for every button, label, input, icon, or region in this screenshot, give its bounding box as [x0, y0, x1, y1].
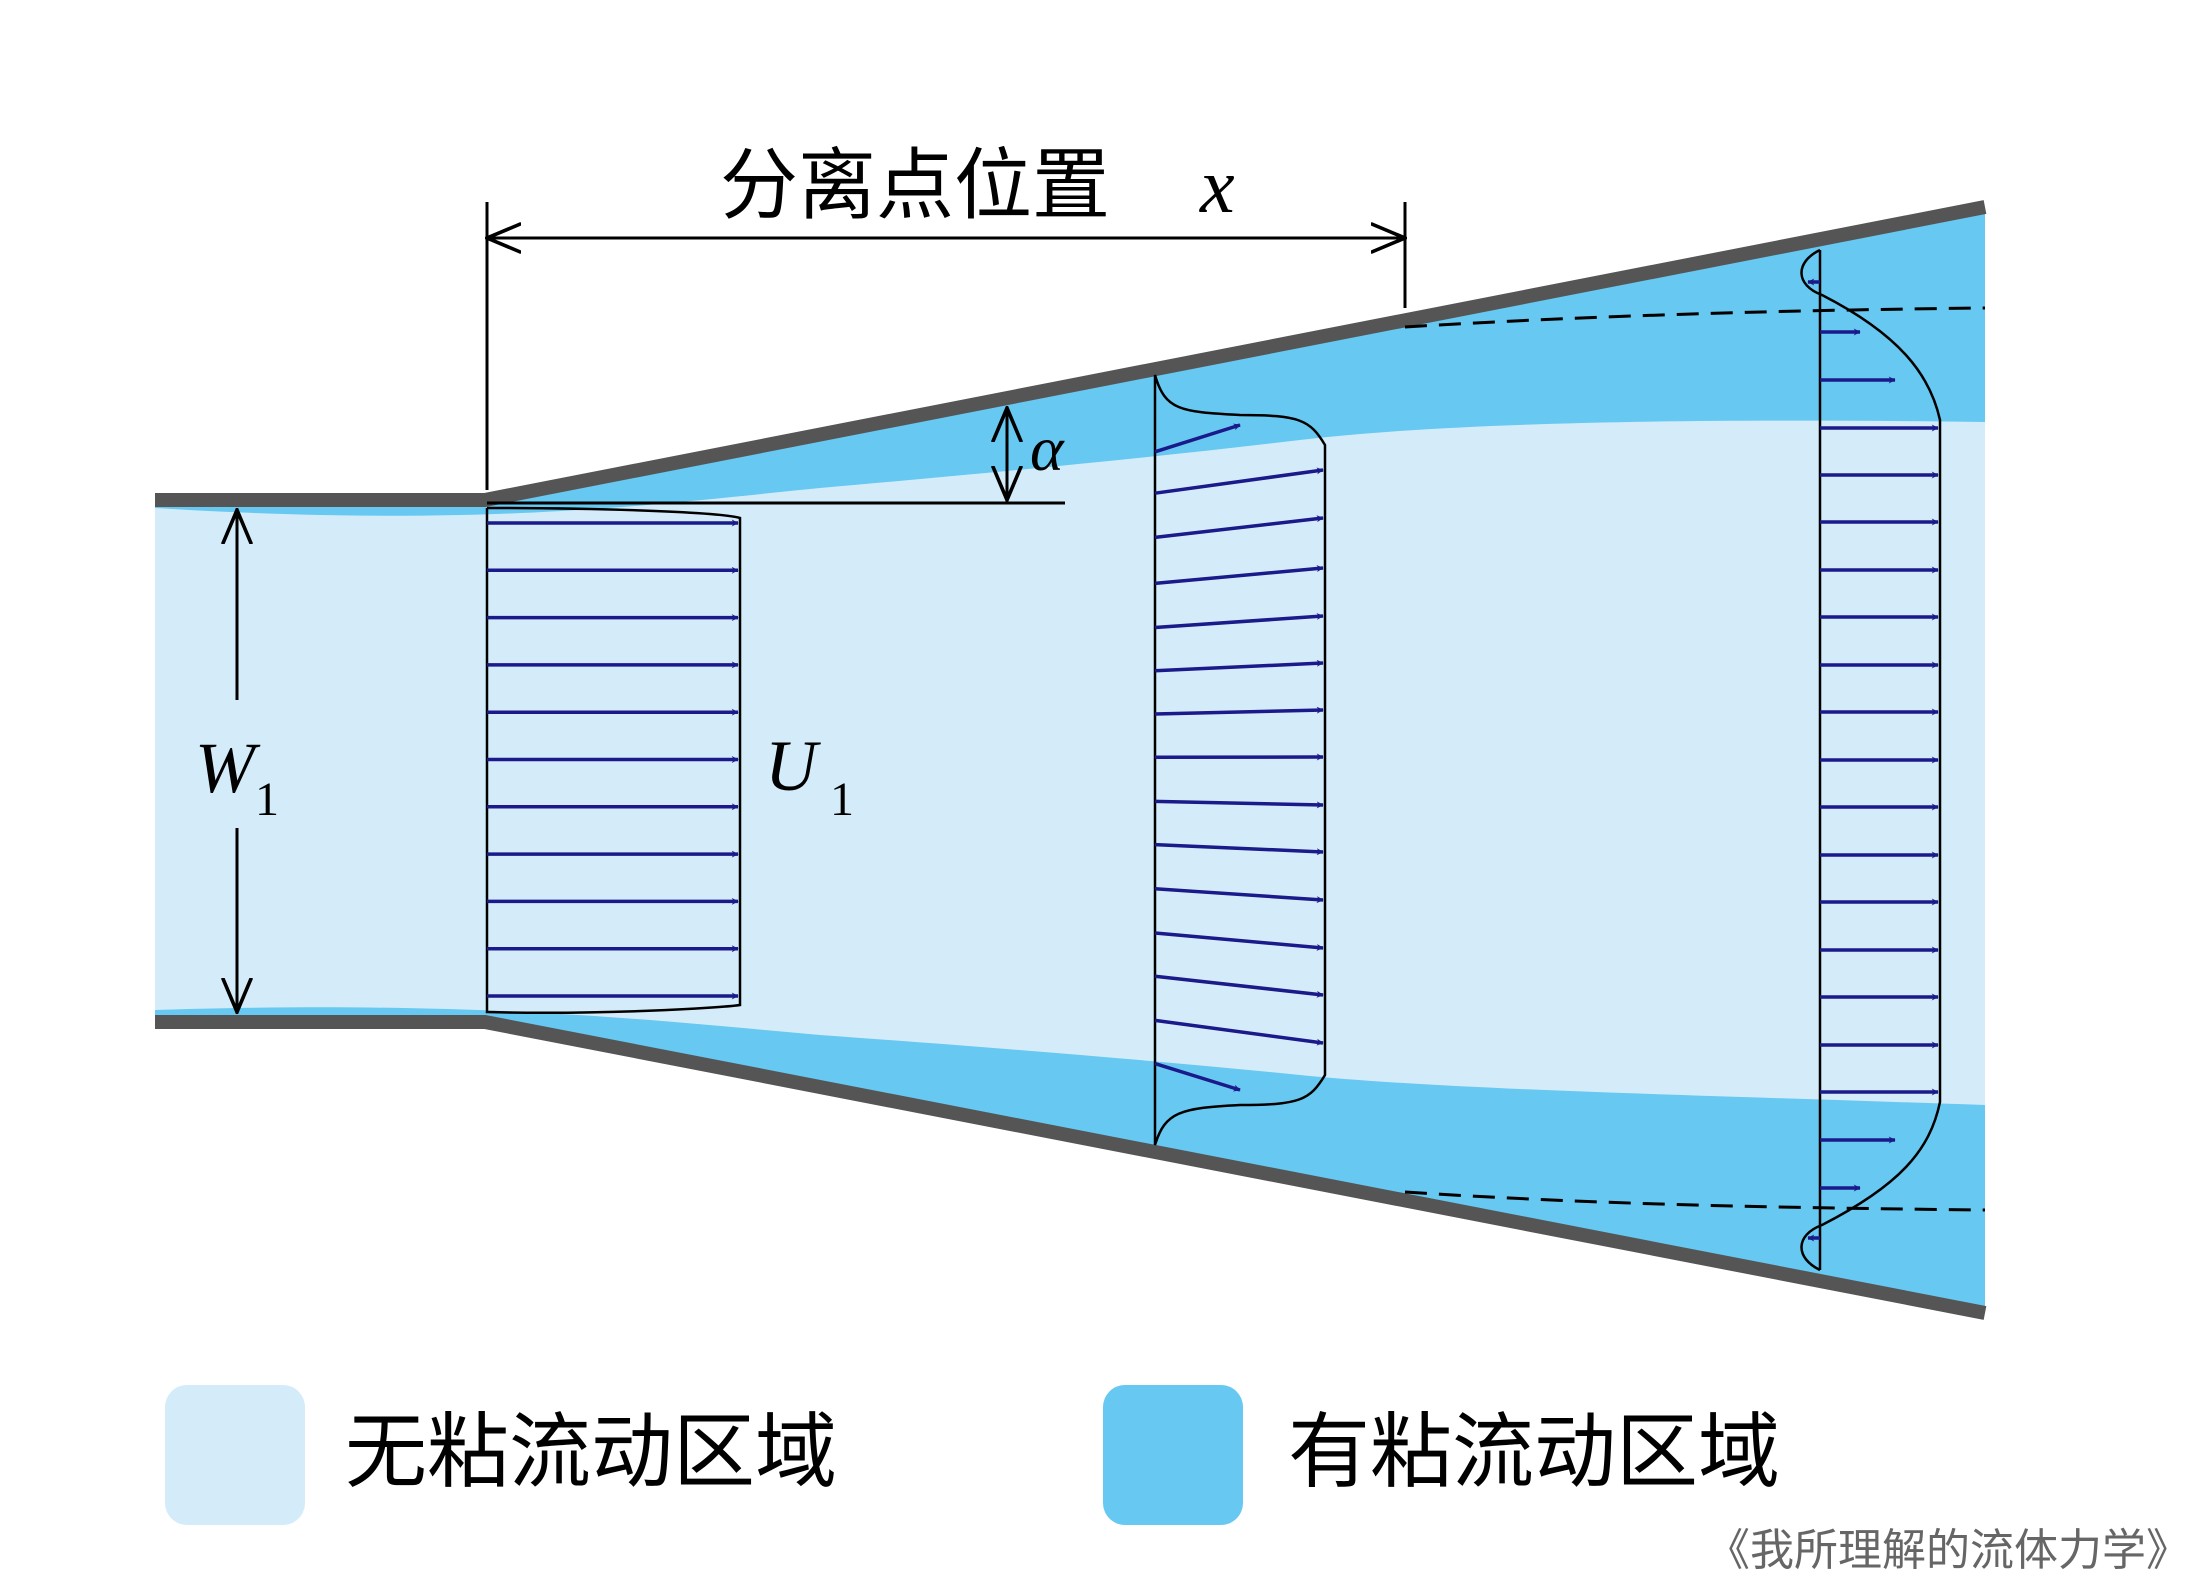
- channel-wall-top: [155, 200, 1987, 507]
- legend-viscous-label: 有粘流动区域: [1288, 1405, 1780, 1500]
- channel-wall-bottom: [155, 1015, 1987, 1320]
- velocity-subscript: 1: [830, 773, 854, 826]
- velocity-profile-separated: [1807, 278, 1939, 1242]
- velocity-arrow: [1154, 1018, 1324, 1046]
- velocity-arrow: [1154, 799, 1324, 809]
- width-label: W: [195, 728, 261, 808]
- legend-inviscid-label: 无粘流动区域: [345, 1405, 837, 1500]
- legend-inviscid-swatch: [165, 1385, 305, 1525]
- velocity-profile-inlet-envelope: [485, 506, 742, 1014]
- velocity-arrow: [1154, 565, 1324, 586]
- separation-location-label: 分离点位置: [720, 141, 1110, 231]
- velocity-arrow: [1154, 467, 1324, 495]
- velocity-profile-inlet: [487, 519, 739, 1000]
- velocity-profile-mid: [1154, 423, 1324, 1092]
- separation-line-top: [1404, 306, 1986, 329]
- velocity-arrow: [1154, 1061, 1241, 1092]
- velocity-label: U: [765, 726, 821, 806]
- velocity-arrow: [1154, 515, 1324, 540]
- viscous-layer-top: [155, 210, 1985, 516]
- book-watermark: 《我所理解的流体力学》: [1706, 1525, 2190, 1575]
- separation-location-var: x: [1199, 142, 1235, 229]
- angle-label: α: [1030, 413, 1065, 484]
- separation-line-bottom: [1404, 1190, 1986, 1212]
- velocity-arrow: [1154, 887, 1324, 904]
- velocity-arrow: [1154, 706, 1324, 716]
- width-subscript: 1: [255, 773, 279, 826]
- velocity-profile-separated-envelope: [1800, 248, 1942, 1272]
- legend-viscous-swatch: [1103, 1385, 1243, 1525]
- velocity-arrow: [1154, 423, 1241, 454]
- viscous-layer-bottom: [155, 1007, 1985, 1310]
- velocity-arrow: [1154, 974, 1324, 998]
- velocity-profile-mid-envelope: [1153, 374, 1327, 1146]
- velocity-arrow: [1154, 842, 1324, 856]
- velocity-arrow: [1154, 659, 1324, 673]
- velocity-arrow: [1154, 931, 1324, 951]
- velocity-arrow: [1154, 612, 1324, 630]
